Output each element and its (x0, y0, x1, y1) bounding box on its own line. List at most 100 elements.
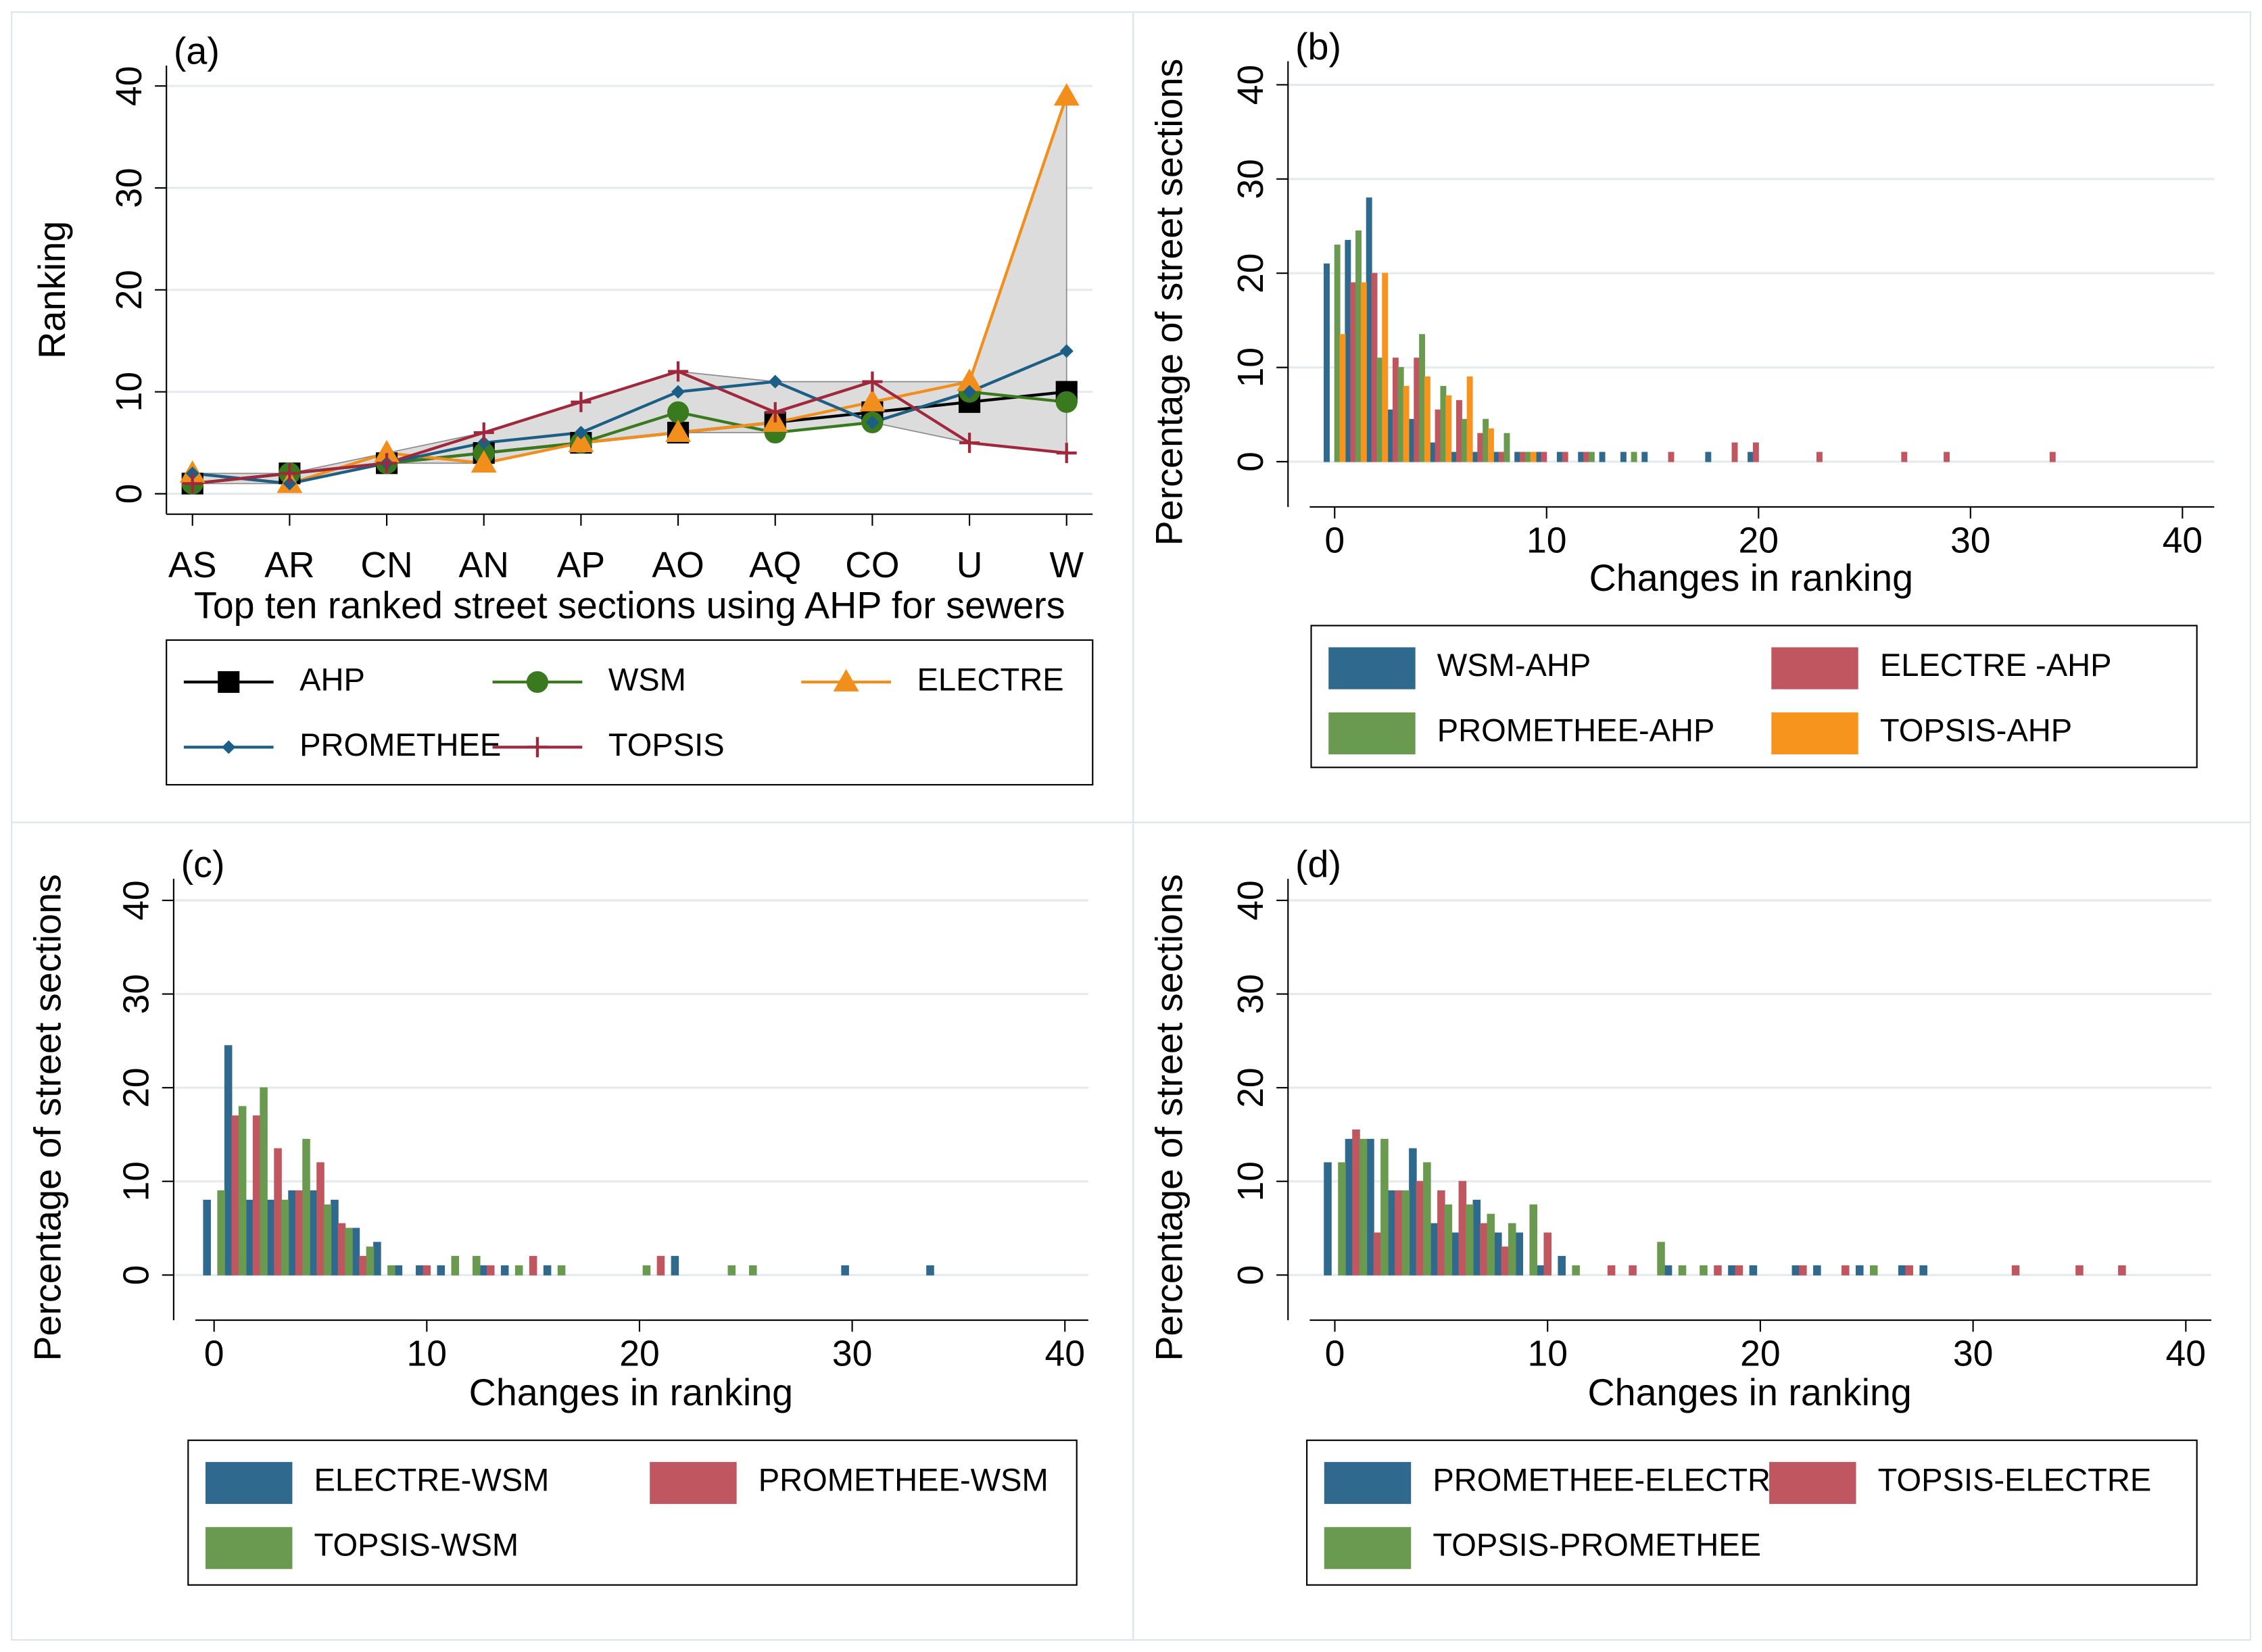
marker (471, 450, 497, 473)
bar (1898, 1265, 1906, 1276)
y-tick-label: 10 (1231, 347, 1271, 388)
marker (477, 436, 491, 450)
bar (748, 1265, 757, 1276)
bar (1855, 1265, 1864, 1276)
x-tick-label: AR (264, 545, 314, 585)
bar (1444, 1204, 1453, 1276)
legend-swatch (1769, 1461, 1856, 1504)
bar (1380, 1138, 1389, 1276)
panel-label: (a) (174, 30, 220, 72)
legend-swatch (1324, 1461, 1412, 1504)
legend-label: ELECTRE-WSM (314, 1461, 550, 1497)
bar (514, 1265, 523, 1276)
marker (283, 477, 297, 491)
bar (1324, 1162, 1332, 1276)
bar (1791, 1265, 1800, 1276)
bar (1387, 1190, 1396, 1276)
legend-label: TOPSIS-WSM (314, 1527, 519, 1563)
bar (1705, 452, 1712, 462)
bar (1429, 442, 1436, 462)
legend-label: ELECTRE -AHP (1880, 647, 2112, 683)
y-tick-label: 40 (1231, 880, 1271, 921)
bar (1583, 452, 1590, 462)
panel-label: (c) (181, 844, 225, 885)
bar (1430, 1223, 1439, 1276)
legend-label: TOPSIS-ELECTRE (1878, 1461, 2152, 1497)
bar (1714, 1265, 1722, 1276)
y-tick-label: 20 (117, 1067, 157, 1108)
bar (1668, 452, 1675, 462)
panel-frame (1132, 821, 2251, 1641)
x-tick-label: AO (652, 545, 704, 585)
bar (1451, 452, 1458, 462)
bar (1520, 452, 1526, 462)
bar (331, 1199, 339, 1276)
bar (1501, 1246, 1510, 1276)
bar (295, 1190, 304, 1276)
bar (642, 1265, 651, 1276)
bar (479, 1265, 487, 1276)
bar (1749, 1265, 1758, 1276)
x-tick-label: AP (557, 545, 605, 585)
marker (574, 425, 588, 440)
legend-label: PROMETHEE-WSM (759, 1461, 1049, 1497)
bar (260, 1087, 268, 1276)
x-tick-label: AN (459, 545, 509, 585)
bar (1556, 452, 1563, 462)
bar (1458, 1181, 1467, 1276)
bar (1359, 1138, 1368, 1276)
bar (323, 1204, 332, 1276)
bar (1440, 385, 1447, 462)
bar (1477, 433, 1484, 462)
bar (1360, 282, 1367, 462)
y-tick-label: 0 (1231, 1265, 1271, 1285)
legend-marker (222, 740, 236, 754)
bar (1345, 239, 1351, 462)
bar (1748, 452, 1754, 462)
marker (568, 429, 594, 453)
bar (500, 1265, 509, 1276)
legend-swatch (1771, 647, 1858, 689)
bar (1572, 1265, 1580, 1276)
bar (1409, 1148, 1417, 1276)
legend-swatch (1328, 712, 1416, 755)
x-axis-title: Top ten ranked street sections using AHP… (194, 585, 1065, 627)
bar (1530, 452, 1537, 462)
bar (1562, 452, 1568, 462)
bar (1445, 395, 1452, 462)
series-line (192, 349, 1067, 485)
y-axis-title: Percentage of street sections (1149, 59, 1190, 546)
bar (1392, 358, 1399, 462)
bar (1493, 1232, 1502, 1276)
x-tick-label: 0 (1324, 521, 1345, 561)
bar (1599, 452, 1606, 462)
marker (182, 473, 203, 494)
bar (727, 1265, 736, 1276)
x-tick-label: 40 (2166, 1334, 2207, 1374)
x-tick-label: 10 (1527, 1334, 1568, 1374)
bar (1498, 452, 1505, 462)
x-axis-title: Changes in ranking (1587, 1371, 1911, 1413)
y-tick-label: 40 (110, 66, 149, 106)
bar (1901, 452, 1908, 462)
bar (1455, 399, 1462, 462)
x-tick-label: 0 (1325, 1334, 1345, 1374)
bar (1842, 1265, 1850, 1276)
x-tick-label: 10 (407, 1334, 448, 1374)
bar (451, 1256, 460, 1276)
bar (288, 1190, 296, 1276)
bar (359, 1256, 367, 1276)
bar (543, 1265, 552, 1276)
y-tick-label: 0 (110, 484, 149, 504)
bar (231, 1115, 239, 1276)
x-tick-label: 10 (1526, 521, 1567, 561)
bar (1515, 1232, 1524, 1276)
y-tick-label: 40 (117, 880, 157, 921)
legend-box (1306, 1439, 2198, 1586)
bar (1423, 1162, 1431, 1276)
bar (1700, 1265, 1708, 1276)
legend-label: WSM-AHP (1437, 647, 1591, 683)
x-tick-label: 30 (1953, 1334, 1994, 1374)
x-tick-label: AQ (749, 545, 801, 585)
